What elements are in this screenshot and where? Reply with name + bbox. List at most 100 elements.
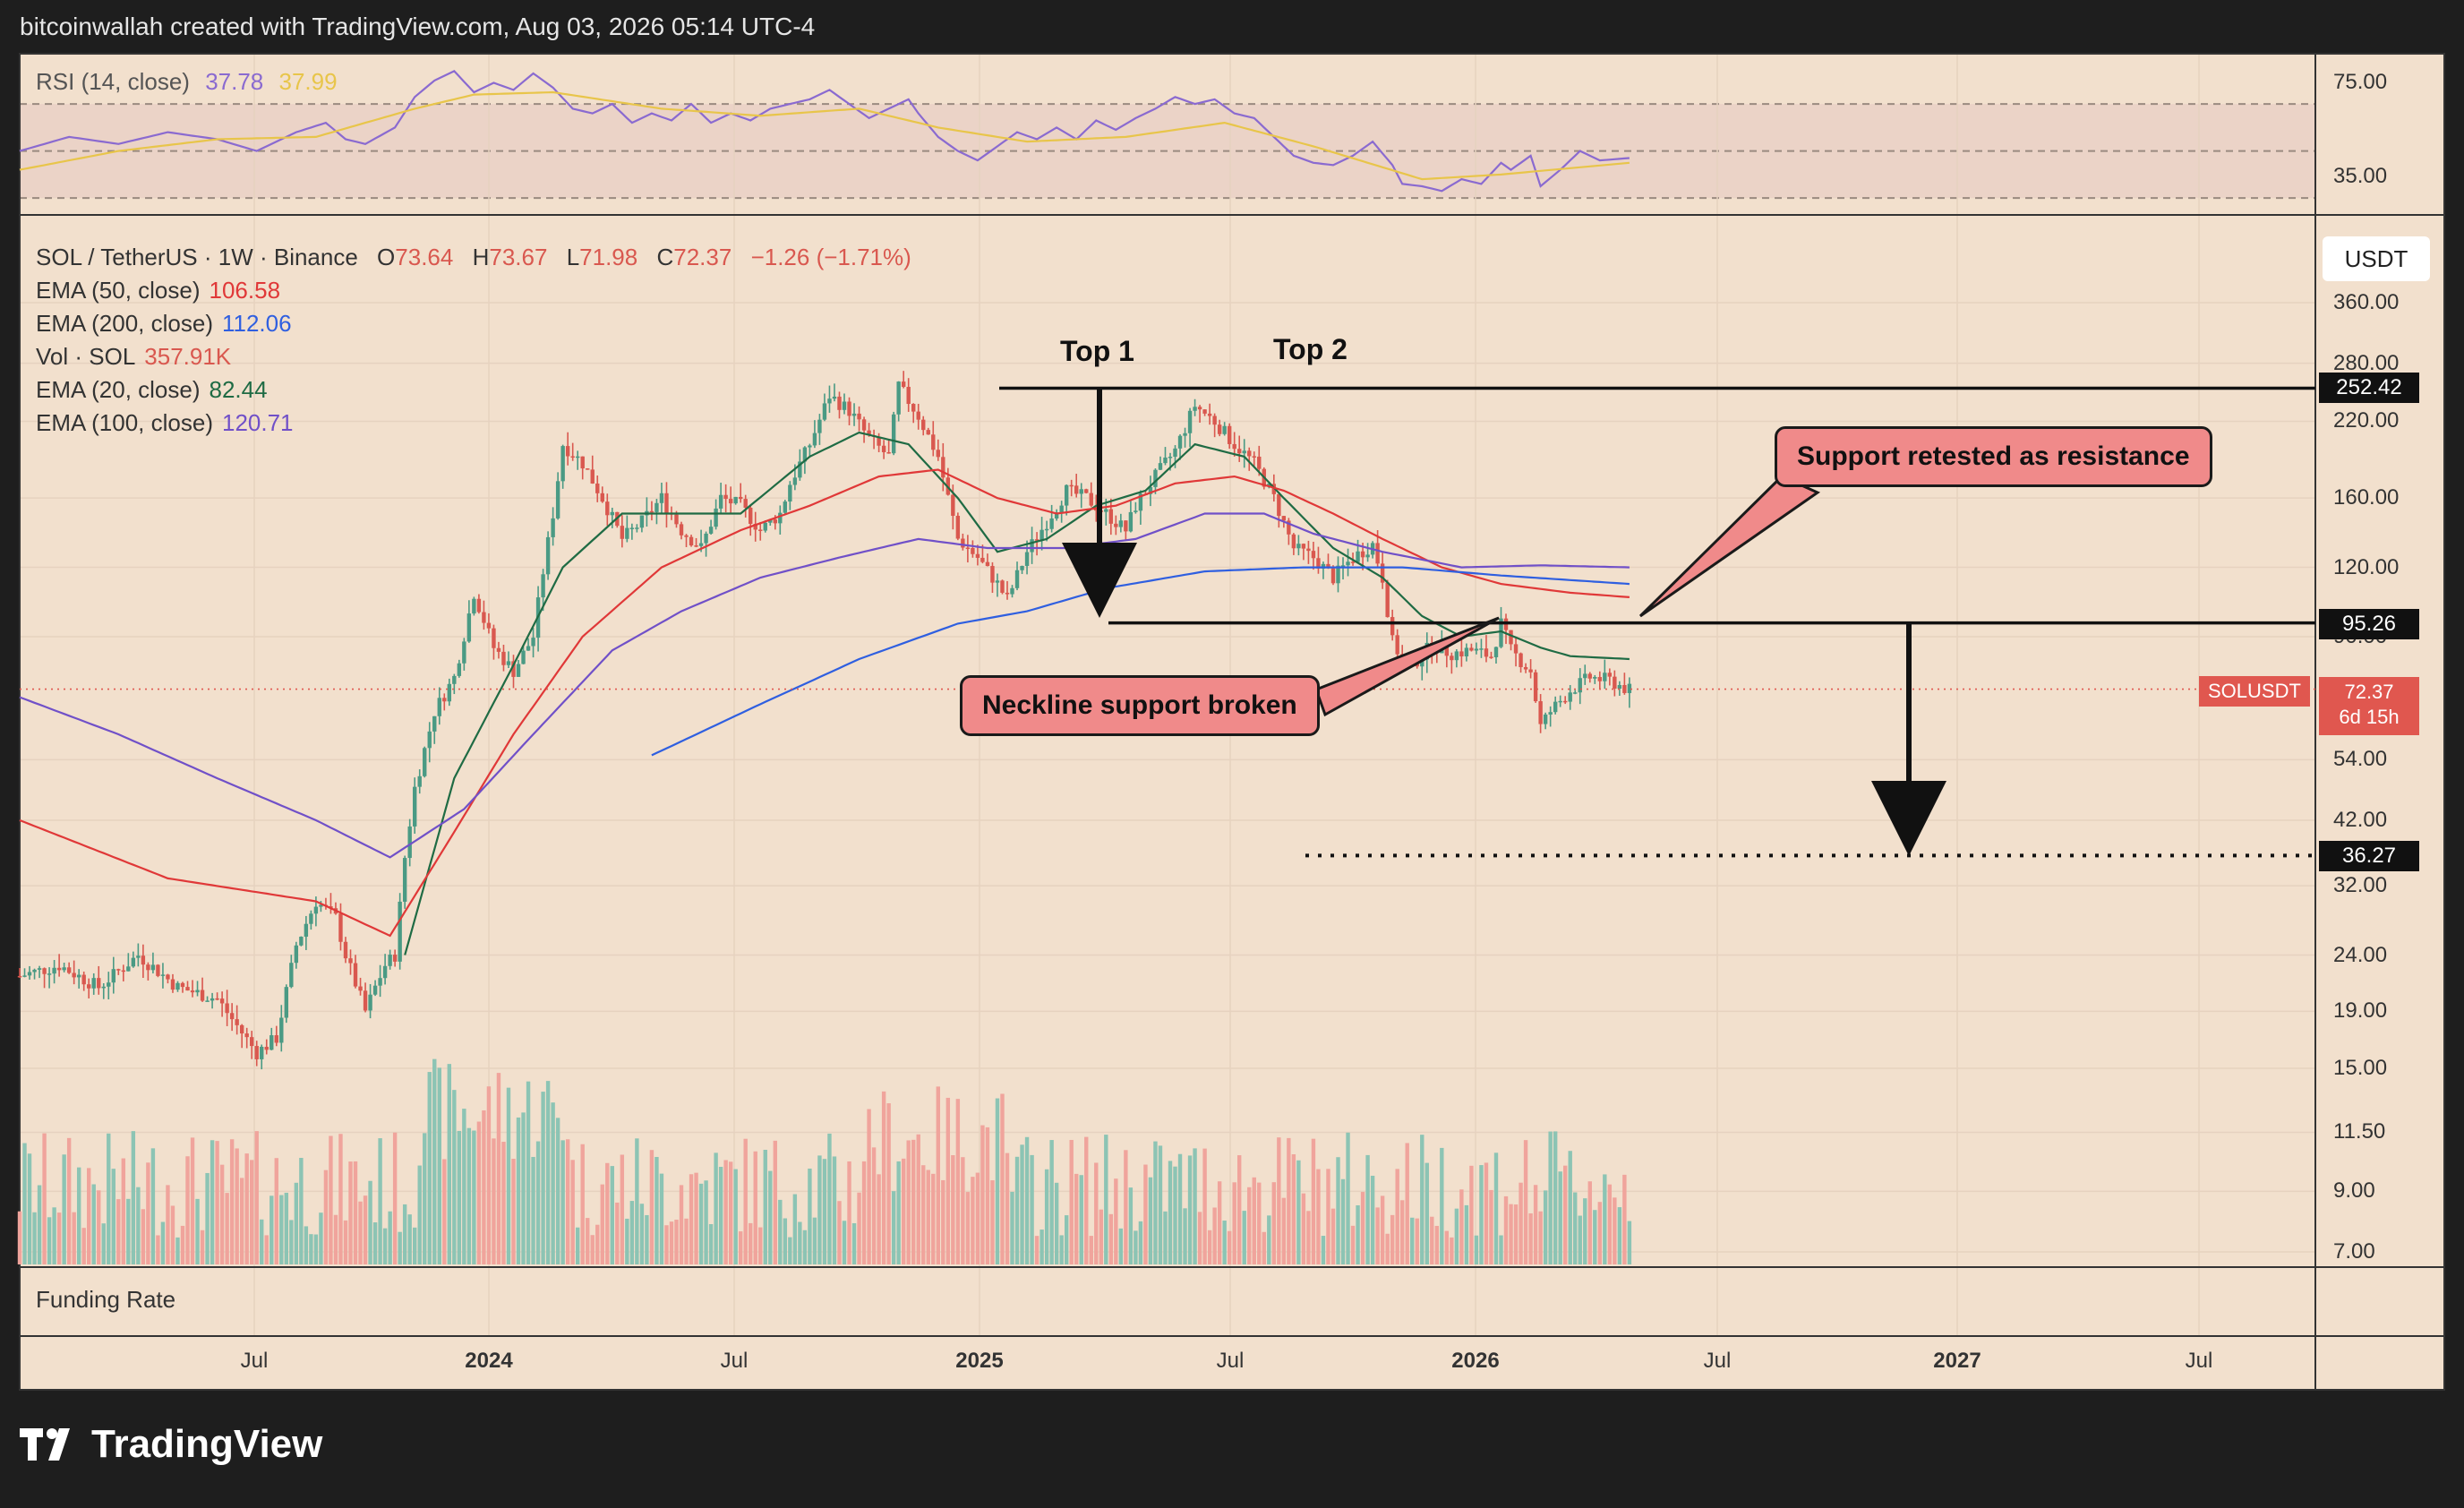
volume-bar xyxy=(1346,1132,1350,1264)
candle-body xyxy=(877,436,881,446)
candle-body xyxy=(294,945,299,964)
volume-bar xyxy=(792,1194,798,1264)
volume-bar xyxy=(565,1139,570,1264)
volume-bar xyxy=(1005,1152,1010,1264)
candle-body xyxy=(343,941,348,959)
volume-bar xyxy=(482,1110,486,1264)
candle-body xyxy=(1247,450,1252,457)
volume-bar xyxy=(837,1201,842,1264)
candle-body xyxy=(1049,518,1054,529)
volume-bar xyxy=(1252,1177,1256,1264)
volume-bar xyxy=(526,1081,531,1264)
candle-body xyxy=(698,543,704,546)
ema100-value: 120.71 xyxy=(221,409,294,436)
volume-bar xyxy=(1059,1235,1064,1264)
rsi-tick-label: 75.00 xyxy=(2333,70,2388,94)
volume-bar xyxy=(1519,1182,1523,1264)
candle-body xyxy=(1301,544,1306,549)
volume-bar xyxy=(1069,1139,1074,1264)
candle-body xyxy=(1306,548,1311,552)
volume-bar xyxy=(625,1218,629,1264)
candle-body xyxy=(264,1046,269,1050)
candle-body xyxy=(1222,425,1227,434)
candle-body xyxy=(319,904,323,907)
candle-body xyxy=(372,985,378,995)
candle-body xyxy=(1583,673,1587,679)
volume-bar xyxy=(1410,1217,1415,1264)
volume-bar xyxy=(91,1184,96,1264)
rsi-tick-label: 35.00 xyxy=(2333,164,2388,188)
candle-body xyxy=(136,955,141,958)
candle-body xyxy=(783,501,788,513)
candle-body xyxy=(1499,618,1503,647)
candle-body xyxy=(1005,592,1010,595)
volume-bar xyxy=(1054,1182,1059,1264)
candle-body xyxy=(570,456,575,458)
volume-bar xyxy=(180,1225,185,1264)
candle-body xyxy=(1207,413,1212,416)
volume-bar xyxy=(62,1154,66,1264)
volume-bar xyxy=(1440,1147,1444,1264)
currency-button[interactable]: USDT xyxy=(2323,236,2430,281)
candle-body xyxy=(995,580,1000,583)
volume-bar xyxy=(72,1212,76,1264)
volume-bar xyxy=(1424,1162,1429,1264)
volume-bar xyxy=(382,1228,388,1264)
volume-bar xyxy=(718,1167,723,1264)
candle-body xyxy=(1459,651,1464,656)
volume-bar xyxy=(1356,1204,1360,1264)
candle-body xyxy=(773,519,777,524)
volume-bar xyxy=(1212,1207,1217,1264)
price-tick-label: 280.00 xyxy=(2333,350,2400,375)
legend-ema20[interactable]: EMA (20, close) 82.44 xyxy=(36,376,268,404)
volume-bar xyxy=(1193,1148,1197,1264)
volume-bar xyxy=(827,1133,832,1264)
candle-body xyxy=(1064,484,1069,506)
candle-body xyxy=(1084,489,1089,493)
volume-bar xyxy=(1044,1169,1049,1264)
legend-ema200[interactable]: EMA (200, close) 112.06 xyxy=(36,310,292,338)
candle-body xyxy=(185,987,190,991)
legend-ema50[interactable]: EMA (50, close) 106.58 xyxy=(36,277,280,304)
volume-bar xyxy=(1474,1235,1479,1264)
candle-body xyxy=(47,973,52,975)
candle-body xyxy=(1232,443,1236,450)
volume-bar xyxy=(348,1161,353,1264)
volume-bar xyxy=(1528,1212,1533,1264)
candle-body xyxy=(1158,463,1163,470)
volume-bar xyxy=(610,1166,614,1264)
funding-rate-label[interactable]: Funding Rate xyxy=(36,1286,176,1313)
volume-bar xyxy=(516,1117,521,1264)
top1-label: Top 1 xyxy=(1060,335,1134,367)
volume-bar xyxy=(501,1142,506,1264)
candle-body xyxy=(768,519,773,523)
volume-bar xyxy=(926,1170,930,1264)
volume-bar xyxy=(659,1173,664,1264)
volume-bar xyxy=(457,1130,462,1264)
symbol-name: SOL / TetherUS · 1W · Binance xyxy=(36,244,358,270)
neckline-callout: Neckline support broken xyxy=(960,675,1320,736)
candle-body xyxy=(531,638,535,647)
candle-body xyxy=(392,955,398,962)
volume-bar xyxy=(81,1228,86,1264)
candle-body xyxy=(141,955,146,965)
volume-bar xyxy=(329,1135,333,1264)
candle-body xyxy=(1420,659,1424,667)
candle-body xyxy=(482,612,486,623)
tradingview-logo[interactable]: TradingView xyxy=(20,1422,322,1467)
candle-body xyxy=(847,401,851,416)
volume-bar xyxy=(1469,1165,1474,1264)
legend-volume[interactable]: Vol · SOL 357.91K xyxy=(36,343,231,371)
symbol-legend[interactable]: SOL / TetherUS · 1W · Binance O73.64 H73… xyxy=(36,244,911,271)
legend-ema100[interactable]: EMA (100, close) 120.71 xyxy=(36,409,294,437)
candle-body xyxy=(842,401,847,410)
candle-body xyxy=(1493,647,1499,657)
volume-bar xyxy=(798,1221,802,1264)
time-tick-label: Jul xyxy=(2185,1349,2213,1373)
rsi-legend: RSI (14, close) 37.78 37.99 xyxy=(36,68,338,96)
volume-bar xyxy=(66,1137,72,1264)
volume-bar xyxy=(773,1140,777,1264)
volume-bar xyxy=(778,1199,783,1264)
candle-body xyxy=(1316,558,1321,569)
